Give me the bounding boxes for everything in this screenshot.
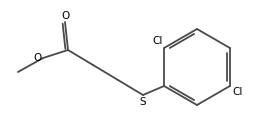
Text: Cl: Cl [232,87,242,97]
Text: O: O [61,11,69,21]
Text: S: S [140,97,146,107]
Text: O: O [34,53,42,63]
Text: Cl: Cl [153,36,163,46]
